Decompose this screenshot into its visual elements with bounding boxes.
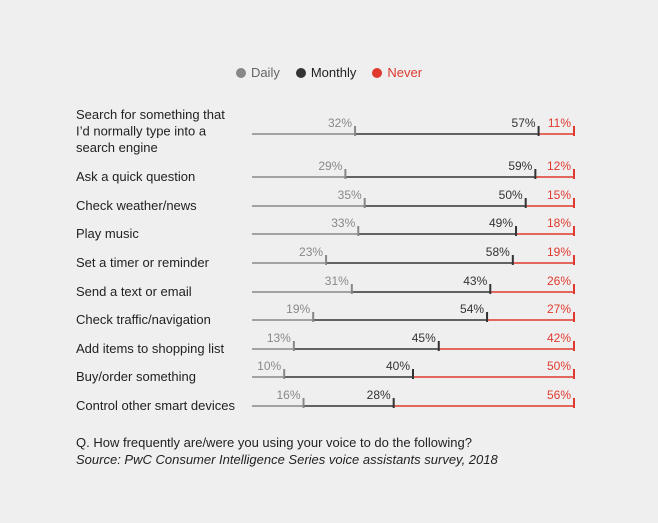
category-label-search-for-something-that-i-d-normally-t-line-2: I’d normally type into a [76, 124, 207, 139]
data-label-never-set-a-timer-or-reminder: 19% [547, 245, 571, 259]
legend-label-monthly: Monthly [310, 65, 357, 80]
footer-question: Q. How frequently are/were you using you… [76, 435, 472, 450]
data-label-monthly-play-music: 49% [489, 216, 513, 230]
data-label-monthly-check-traffic-navigation: 54% [460, 302, 484, 316]
category-label-search-for-something-that-i-d-normally-t-line-1: Search for something that [76, 107, 225, 122]
data-label-never-check-weather-news: 15% [547, 188, 571, 202]
category-label-send-a-text-or-email: Send a text or email [76, 284, 192, 299]
data-label-daily-check-weather-news: 35% [338, 188, 362, 202]
data-label-monthly-send-a-text-or-email: 43% [463, 274, 487, 288]
legend-item-monthly: Monthly [295, 65, 357, 80]
category-label-set-a-timer-or-reminder: Set a timer or reminder [76, 255, 210, 270]
data-label-daily-search-for-something-that-i-d-normally-t: 32% [328, 116, 352, 130]
data-label-daily-send-a-text-or-email: 31% [325, 274, 349, 288]
data-label-daily-play-music: 33% [331, 216, 355, 230]
data-label-daily-check-traffic-navigation: 19% [286, 302, 310, 316]
data-label-daily-add-items-to-shopping-list: 13% [267, 331, 291, 345]
data-label-daily-buy-order-something: 10% [257, 359, 281, 373]
data-label-daily-set-a-timer-or-reminder: 23% [299, 245, 323, 259]
data-label-never-search-for-something-that-i-d-normally-t: 11% [548, 116, 571, 130]
legend-label-never: Never [387, 65, 423, 80]
data-label-never-ask-a-quick-question: 12% [547, 159, 571, 173]
category-label-check-weather-news: Check weather/news [76, 198, 197, 213]
category-label-check-traffic-navigation: Check traffic/navigation [76, 312, 211, 327]
data-label-never-buy-order-something: 50% [547, 359, 571, 373]
legend-dot-daily [235, 67, 246, 78]
footer-source: Source: PwC Consumer Intelligence Series… [76, 452, 498, 467]
data-label-daily-control-other-smart-devices: 16% [276, 388, 300, 402]
data-label-never-add-items-to-shopping-list: 42% [547, 331, 571, 345]
category-label-play-music: Play music [76, 226, 139, 241]
category-label-add-items-to-shopping-list: Add items to shopping list [76, 341, 225, 356]
category-label-search-for-something-that-i-d-normally-t-line-3: search engine [76, 140, 158, 155]
data-label-monthly-set-a-timer-or-reminder: 58% [486, 245, 510, 259]
chart-footer: Q. How frequently are/were you using you… [76, 434, 498, 468]
category-label-buy-order-something: Buy/order something [76, 369, 196, 384]
data-label-monthly-search-for-something-that-i-d-normally-t: 57% [512, 116, 536, 130]
legend-item-never: Never [372, 65, 422, 80]
data-label-monthly-control-other-smart-devices: 28% [367, 388, 391, 402]
category-label-ask-a-quick-question: Ask a quick question [76, 169, 195, 184]
data-label-monthly-ask-a-quick-question: 59% [508, 159, 532, 173]
legend-dot-never [372, 67, 383, 78]
legend-dot-monthly [295, 67, 306, 78]
category-label-control-other-smart-devices: Control other smart devices [76, 398, 235, 413]
data-label-monthly-buy-order-something: 40% [386, 359, 410, 373]
data-label-never-check-traffic-navigation: 27% [547, 302, 571, 316]
legend-label-daily: Daily [250, 65, 280, 80]
chart-legend: Daily Monthly Never [0, 65, 658, 80]
legend-item-daily: Daily [235, 65, 280, 80]
data-label-monthly-add-items-to-shopping-list: 45% [412, 331, 436, 345]
data-label-never-send-a-text-or-email: 26% [547, 274, 571, 288]
data-label-never-play-music: 18% [547, 216, 571, 230]
data-label-monthly-check-weather-news: 50% [499, 188, 523, 202]
data-label-daily-ask-a-quick-question: 29% [318, 159, 342, 173]
data-label-never-control-other-smart-devices: 56% [547, 388, 571, 402]
